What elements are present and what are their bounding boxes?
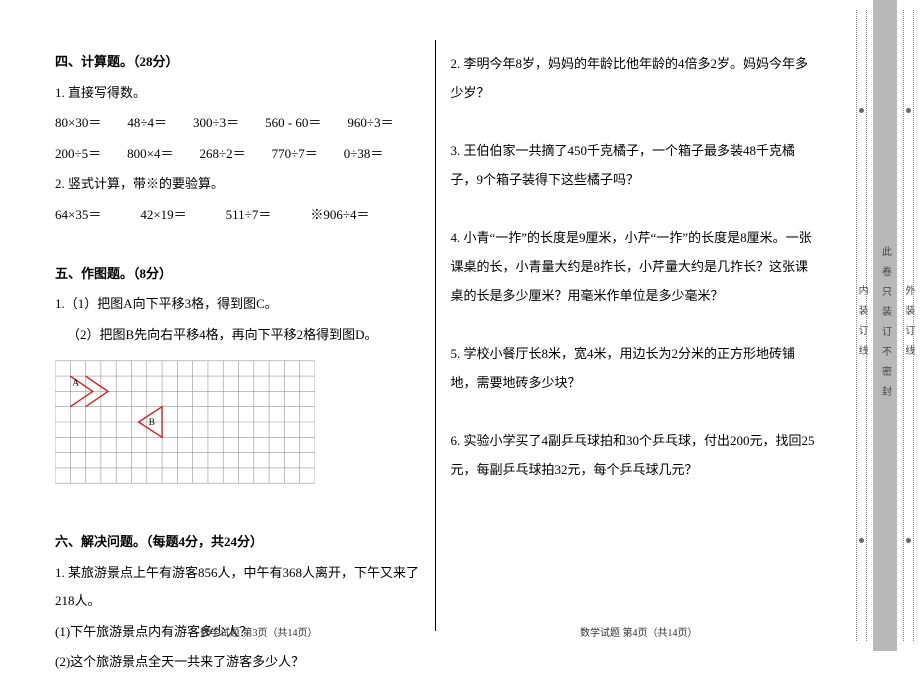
page-spread: 四、计算题。（28分） 1. 直接写得数。 80×30＝ 48÷4＝ 300÷3… [0,0,850,651]
binding-mid-label: 此卷只装订不密封 [877,246,892,406]
sec4-q1-label: 1. 直接写得数。 [55,79,420,108]
page-4-footer: 数学试题 第4页（共14页） [580,624,698,639]
binding-inner: 内装订线 [850,0,873,651]
sec4-q2-label: 2. 竖式计算，带※的要验算。 [55,170,420,199]
sec6-q4: 4. 小青“一拃”的长度是9厘米，小芹“一拃”的长度是8厘米。一张课桌的长，小青… [451,224,816,310]
sec6-q6: 6. 实验小学买了4副乒乓球拍和30个乒乓球，付出200元，找回25元，每副乒乓… [451,427,816,484]
sec6-q2: 2. 李明今年8岁，妈妈的年龄比他年龄的4倍多2岁。妈妈今年多少岁？ [451,50,816,107]
binding-middle: 此卷只装订不密封 [873,0,896,651]
sec6-q3: 3. 王伯伯家一共摘了450千克橘子，一个箱子最多装48千克橘子，9个箱子装得下… [451,137,816,194]
sec4-q1-row1: 80×30＝ 48÷4＝ 300÷3＝ 560 - 60＝ 960÷3＝ [55,109,420,138]
section-6-title: 六、解决问题。（每题4分，共24分） [55,528,420,557]
svg-text:A: A [72,378,79,388]
sec4-q1-row2: 200÷5＝ 800×4＝ 268÷2＝ 770÷7＝ 0÷38＝ [55,140,420,169]
page-4-column: 2. 李明今年8岁，妈妈的年龄比他年龄的4倍多2岁。妈妈今年多少岁？ 3. 王伯… [436,40,831,631]
svg-text:B: B [149,417,155,427]
section-4-title: 四、计算题。（28分） [55,48,420,77]
sec6-q1: 1. 某旅游景点上午有游客856人，中午有368人离开，下午又来了218人。 [55,559,420,616]
sec4-q2-row: 64×35＝ 42×19＝ 511÷7＝ ※906÷4＝ [55,201,420,230]
page-3-column: 四、计算题。（28分） 1. 直接写得数。 80×30＝ 48÷4＝ 300÷3… [40,40,436,631]
grid-figure: A B [55,357,315,487]
page-3-footer: 数学试题 第3页（共14页） [200,624,318,639]
sec6-q1b: (2)这个旅游景点全天一共来了游客多少人？ [55,648,420,677]
section-5-title: 五、作图题。（8分） [55,260,420,289]
binding-outer: 外装订线 [897,0,920,651]
sec5-q1b: （2）把图B先向右平移4格，再向下平移2格得到图D。 [67,321,420,350]
binding-strip: 内装订线 此卷只装订不密封 外装订线 [850,0,920,651]
sec6-q5: 5. 学校小餐厅长8米，宽4米，用边长为2分米的正方形地砖铺地，需要地砖多少块？ [451,340,816,397]
sec5-q1a: 1.（1）把图A向下平移3格，得到图C。 [55,290,420,319]
